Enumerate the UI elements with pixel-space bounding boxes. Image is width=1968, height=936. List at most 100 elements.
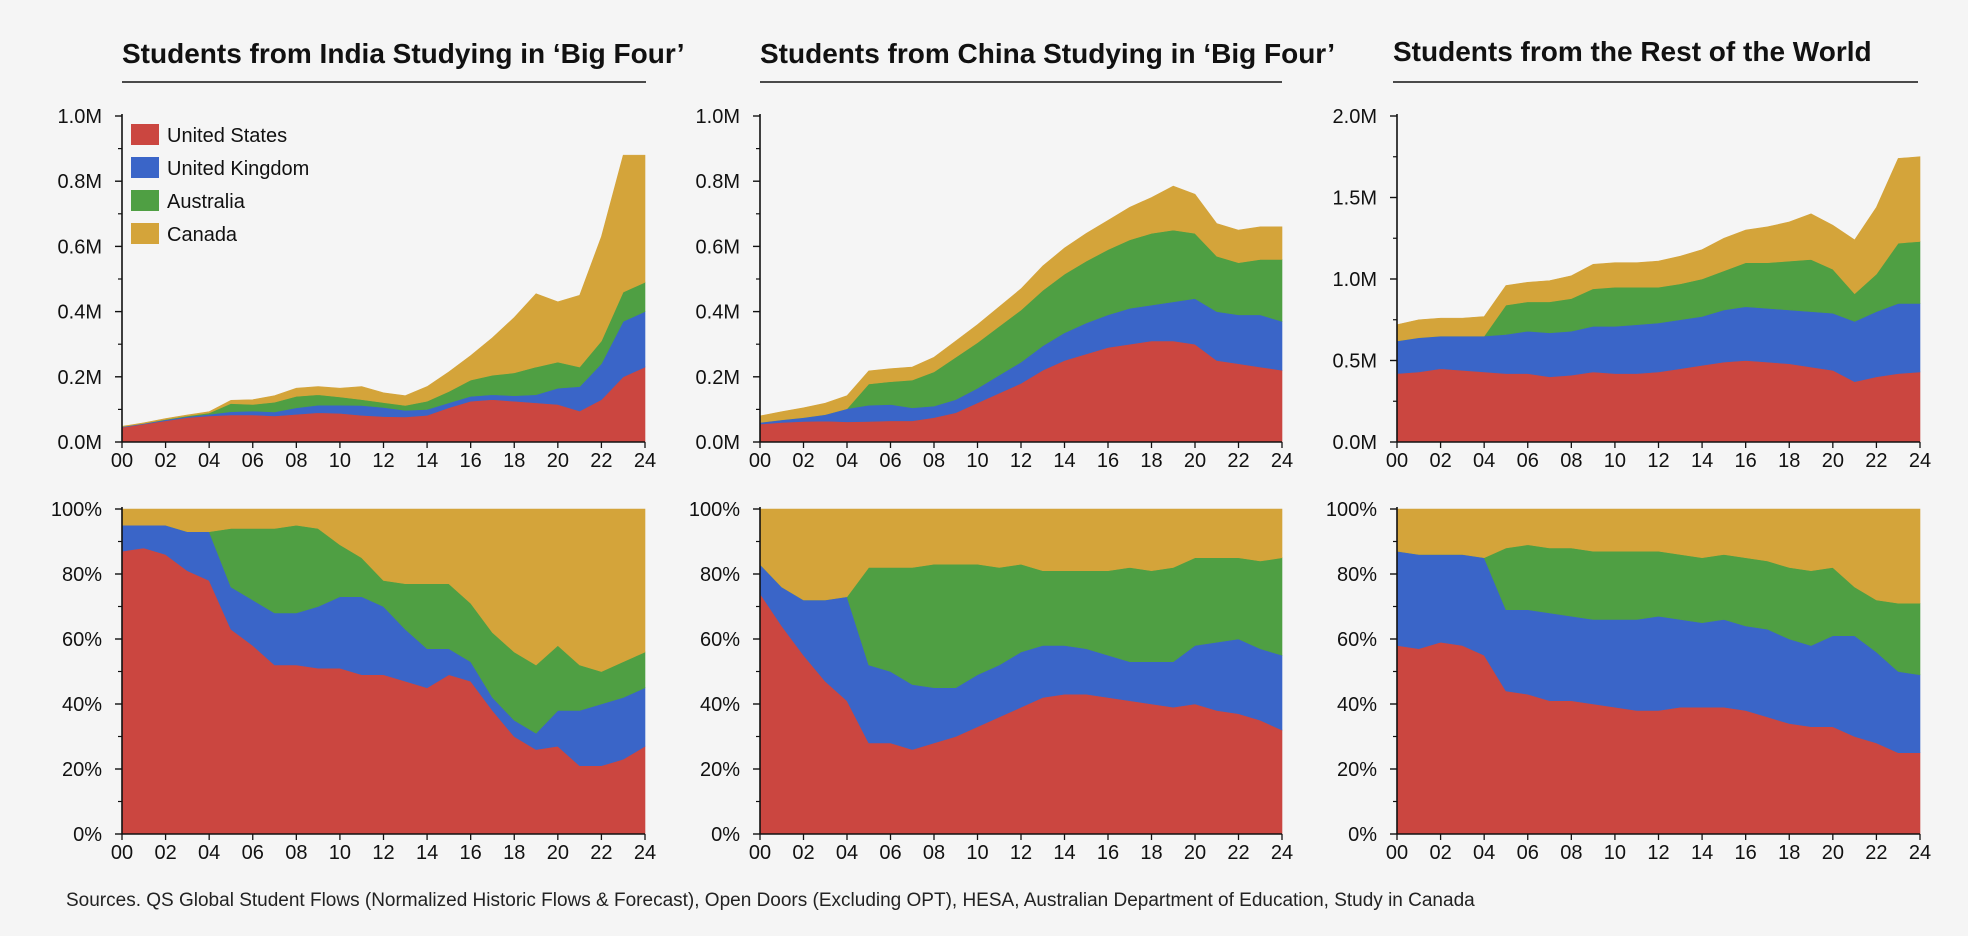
y-tick-label: 0% (73, 824, 102, 846)
legend-swatch (131, 190, 159, 211)
x-tick-label: 16 (1097, 842, 1119, 864)
x-tick-label: 10 (966, 842, 988, 864)
y-tick-label: 0.6M (58, 236, 102, 258)
x-tick-label: 08 (1560, 842, 1582, 864)
x-tick-label: 06 (879, 450, 901, 472)
x-tick-label: 00 (749, 450, 771, 472)
x-tick-label: 00 (1386, 842, 1408, 864)
y-tick-label: 80% (700, 564, 740, 586)
x-tick-label: 24 (1909, 450, 1931, 472)
x-tick-label: 20 (1184, 842, 1206, 864)
x-tick-label: 08 (285, 842, 307, 864)
y-tick-label: 0% (711, 824, 740, 846)
y-tick-label: 20% (700, 759, 740, 781)
y-tick-label: 40% (700, 694, 740, 716)
chart-panel-3: 0.0M 0.5M 1.0M 1.5M 2.0M 00 02 04 06 08 10 12 14 16 18… (1333, 36, 1932, 472)
x-tick-label: 08 (923, 450, 945, 472)
x-tick-label: 10 (1604, 842, 1626, 864)
chart-panel-4: 0% 20% 40% 60% 80% 100% 00 02 04 06 08 10 12 14 16 18 20… (51, 499, 656, 864)
x-tick-label: 18 (1140, 450, 1162, 472)
x-tick-label: 10 (966, 450, 988, 472)
y-tick-label: 60% (700, 629, 740, 651)
x-tick-label: 06 (879, 842, 901, 864)
x-tick-label: 12 (1010, 450, 1032, 472)
y-tick-label: 100% (689, 499, 740, 521)
x-tick-label: 22 (1227, 450, 1249, 472)
x-tick-label: 20 (547, 842, 569, 864)
x-tick-label: 22 (1865, 450, 1887, 472)
legend-label: United States (167, 125, 287, 147)
x-tick-label: 24 (1271, 842, 1293, 864)
x-tick-label: 12 (1647, 842, 1669, 864)
x-tick-label: 12 (1647, 450, 1669, 472)
y-tick-label: 20% (62, 759, 102, 781)
x-tick-label: 20 (1822, 450, 1844, 472)
x-tick-label: 10 (329, 450, 351, 472)
x-tick-label: 14 (1053, 450, 1075, 472)
area-canada (1396, 156, 1921, 342)
x-tick-label: 20 (1184, 450, 1206, 472)
x-tick-label: 06 (242, 842, 264, 864)
chart-title: Students from India Studying in ‘Big Fou… (122, 38, 685, 69)
x-tick-label: 12 (372, 842, 394, 864)
x-tick-label: 16 (460, 842, 482, 864)
x-tick-label: 18 (1140, 842, 1162, 864)
x-tick-label: 08 (923, 842, 945, 864)
x-tick-label: 08 (1560, 450, 1582, 472)
x-tick-label: 12 (1010, 842, 1032, 864)
x-tick-label: 16 (1735, 842, 1757, 864)
y-tick-label: 40% (62, 694, 102, 716)
x-tick-label: 02 (154, 842, 176, 864)
x-tick-label: 04 (1473, 450, 1495, 472)
x-tick-label: 14 (1691, 450, 1713, 472)
x-tick-label: 06 (1517, 450, 1539, 472)
x-tick-label: 04 (836, 842, 858, 864)
x-tick-label: 06 (242, 450, 264, 472)
area-canada (121, 154, 646, 428)
x-tick-label: 18 (503, 842, 525, 864)
chart-panel-1: 0.0M 0.2M 0.4M 0.6M 0.8M 1.0M 00 02 04 06 08 10 12 14… (58, 38, 685, 472)
chart-title: Students from the Rest of the World (1393, 36, 1872, 67)
x-tick-label: 00 (111, 450, 133, 472)
x-tick-label: 00 (1386, 450, 1408, 472)
x-tick-label: 10 (329, 842, 351, 864)
x-tick-label: 12 (372, 450, 394, 472)
y-tick-label: 1.5M (1333, 188, 1377, 210)
x-tick-label: 24 (1909, 842, 1931, 864)
x-tick-label: 04 (836, 450, 858, 472)
y-tick-label: 60% (1337, 629, 1377, 651)
legend-label: United Kingdom (167, 158, 309, 180)
y-tick-label: 100% (51, 499, 102, 521)
x-tick-label: 22 (590, 842, 612, 864)
x-tick-label: 04 (1473, 842, 1495, 864)
x-tick-label: 22 (1865, 842, 1887, 864)
x-tick-label: 14 (1691, 842, 1713, 864)
x-tick-label: 04 (198, 842, 220, 864)
x-tick-label: 18 (503, 450, 525, 472)
x-tick-label: 14 (416, 450, 438, 472)
x-tick-label: 04 (198, 450, 220, 472)
x-tick-label: 14 (1053, 842, 1075, 864)
y-tick-label: 0.2M (696, 367, 740, 389)
chart-panel-5: 0% 20% 40% 60% 80% 100% 00 02 04 06 08 10 12 14 16 18 20… (689, 499, 1293, 864)
y-tick-label: 60% (62, 629, 102, 651)
y-tick-label: 80% (1337, 564, 1377, 586)
y-tick-label: 0.8M (58, 171, 102, 193)
x-tick-label: 18 (1778, 842, 1800, 864)
legend-swatch (131, 124, 159, 145)
y-tick-label: 2.0M (1333, 106, 1377, 128)
x-tick-label: 24 (1271, 450, 1293, 472)
x-tick-label: 06 (1517, 842, 1539, 864)
y-tick-label: 0% (1348, 824, 1377, 846)
x-tick-label: 22 (1227, 842, 1249, 864)
x-tick-label: 16 (460, 450, 482, 472)
x-tick-label: 20 (547, 450, 569, 472)
source-note: Sources. QS Global Student Flows (Normal… (66, 890, 1475, 911)
legend-label: Australia (167, 191, 246, 213)
x-tick-label: 02 (1429, 842, 1451, 864)
y-tick-label: 0.0M (58, 432, 102, 454)
y-tick-label: 80% (62, 564, 102, 586)
y-tick-label: 40% (1337, 694, 1377, 716)
y-tick-label: 0.4M (696, 302, 740, 324)
x-tick-label: 02 (1429, 450, 1451, 472)
